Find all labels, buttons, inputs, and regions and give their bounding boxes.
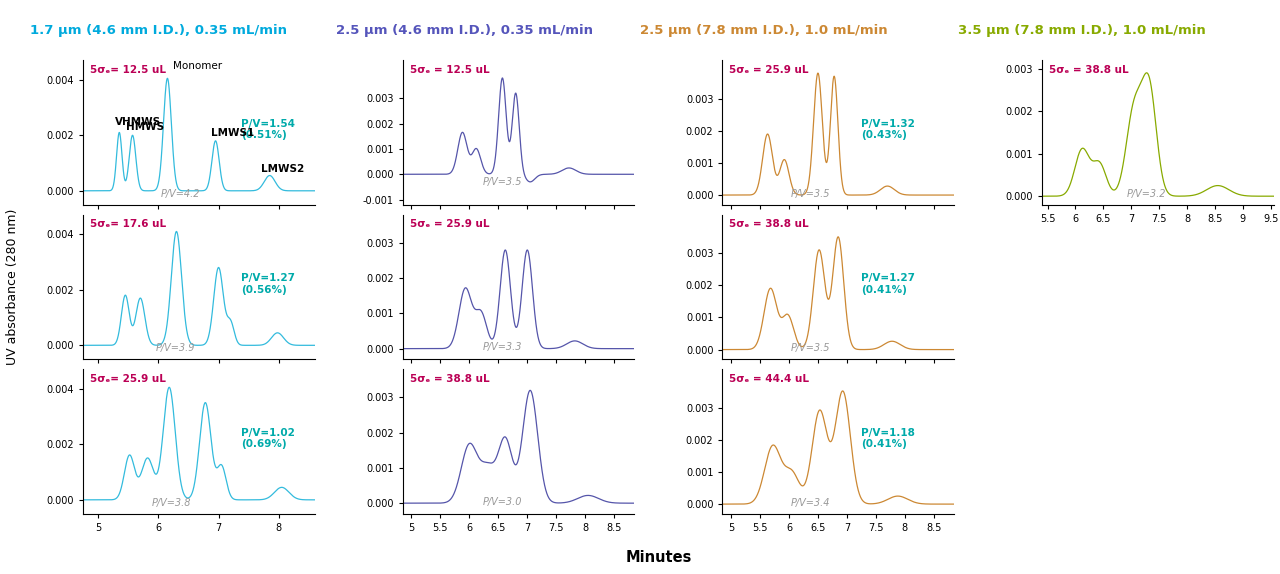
Text: P/V=1.27
(0.56%): P/V=1.27 (0.56%) — [241, 273, 294, 295]
Text: 2.5 μm (4.6 mm I.D.), 0.35 mL/min: 2.5 μm (4.6 mm I.D.), 0.35 mL/min — [337, 24, 593, 37]
Text: P/V=1.32
(0.43%): P/V=1.32 (0.43%) — [861, 119, 915, 141]
Text: 1.7 μm (4.6 mm I.D.), 0.35 mL/min: 1.7 μm (4.6 mm I.D.), 0.35 mL/min — [31, 24, 287, 37]
Text: 5σₑ⁣ = 38.8 uL: 5σₑ⁣ = 38.8 uL — [410, 374, 489, 383]
Text: 2.5 μm (7.8 mm I.D.), 1.0 mL/min: 2.5 μm (7.8 mm I.D.), 1.0 mL/min — [640, 24, 888, 37]
Text: 5σₑ⁣ = 12.5 uL: 5σₑ⁣ = 12.5 uL — [410, 65, 489, 75]
Text: LMWS2: LMWS2 — [261, 164, 303, 174]
Text: P/V=3.3: P/V=3.3 — [483, 342, 522, 352]
Text: LMWS1: LMWS1 — [211, 128, 255, 138]
Text: 5σₑ⁣ = 38.8 uL: 5σₑ⁣ = 38.8 uL — [1048, 65, 1129, 75]
Text: 5σₑ⁣ = 38.8 uL: 5σₑ⁣ = 38.8 uL — [730, 219, 809, 229]
Text: P/V=3.9: P/V=3.9 — [156, 343, 196, 354]
Text: P/V=1.18
(0.41%): P/V=1.18 (0.41%) — [861, 428, 915, 449]
Text: P/V=3.5: P/V=3.5 — [791, 343, 831, 354]
Text: 5σₑ⁣ = 44.4 uL: 5σₑ⁣ = 44.4 uL — [730, 374, 809, 383]
Text: P/V=1.54
(0.51%): P/V=1.54 (0.51%) — [241, 119, 294, 141]
Text: UV absorbance (280 nm): UV absorbance (280 nm) — [6, 209, 19, 365]
Text: P/V=3.5: P/V=3.5 — [791, 189, 831, 199]
Text: P/V=3.2: P/V=3.2 — [1126, 189, 1166, 199]
Text: 5σₑ⁣ = 25.9 uL: 5σₑ⁣ = 25.9 uL — [730, 65, 809, 75]
Text: P/V=1.27
(0.41%): P/V=1.27 (0.41%) — [861, 273, 915, 295]
Text: 3.5 μm (7.8 mm I.D.), 1.0 mL/min: 3.5 μm (7.8 mm I.D.), 1.0 mL/min — [957, 24, 1206, 37]
Text: Minutes: Minutes — [626, 550, 692, 565]
Text: P/V=4.2: P/V=4.2 — [161, 189, 200, 199]
Text: HMWS: HMWS — [125, 122, 164, 133]
Text: 5σₑ⁣= 25.9 uL: 5σₑ⁣= 25.9 uL — [90, 374, 166, 383]
Text: 5σₑ⁣ = 25.9 uL: 5σₑ⁣ = 25.9 uL — [410, 219, 489, 229]
Text: 5σₑ⁣= 12.5 uL: 5σₑ⁣= 12.5 uL — [90, 65, 166, 75]
Text: P/V=3.4: P/V=3.4 — [791, 498, 831, 508]
Text: 5σₑ⁣= 17.6 uL: 5σₑ⁣= 17.6 uL — [90, 219, 166, 229]
Text: VHMWS: VHMWS — [114, 117, 160, 127]
Text: P/V=1.02
(0.69%): P/V=1.02 (0.69%) — [241, 428, 294, 449]
Text: P/V=3.5: P/V=3.5 — [483, 177, 522, 187]
Text: P/V=3.8: P/V=3.8 — [151, 498, 191, 508]
Text: Monomer: Monomer — [173, 61, 223, 71]
Text: P/V=3.0: P/V=3.0 — [483, 497, 522, 506]
